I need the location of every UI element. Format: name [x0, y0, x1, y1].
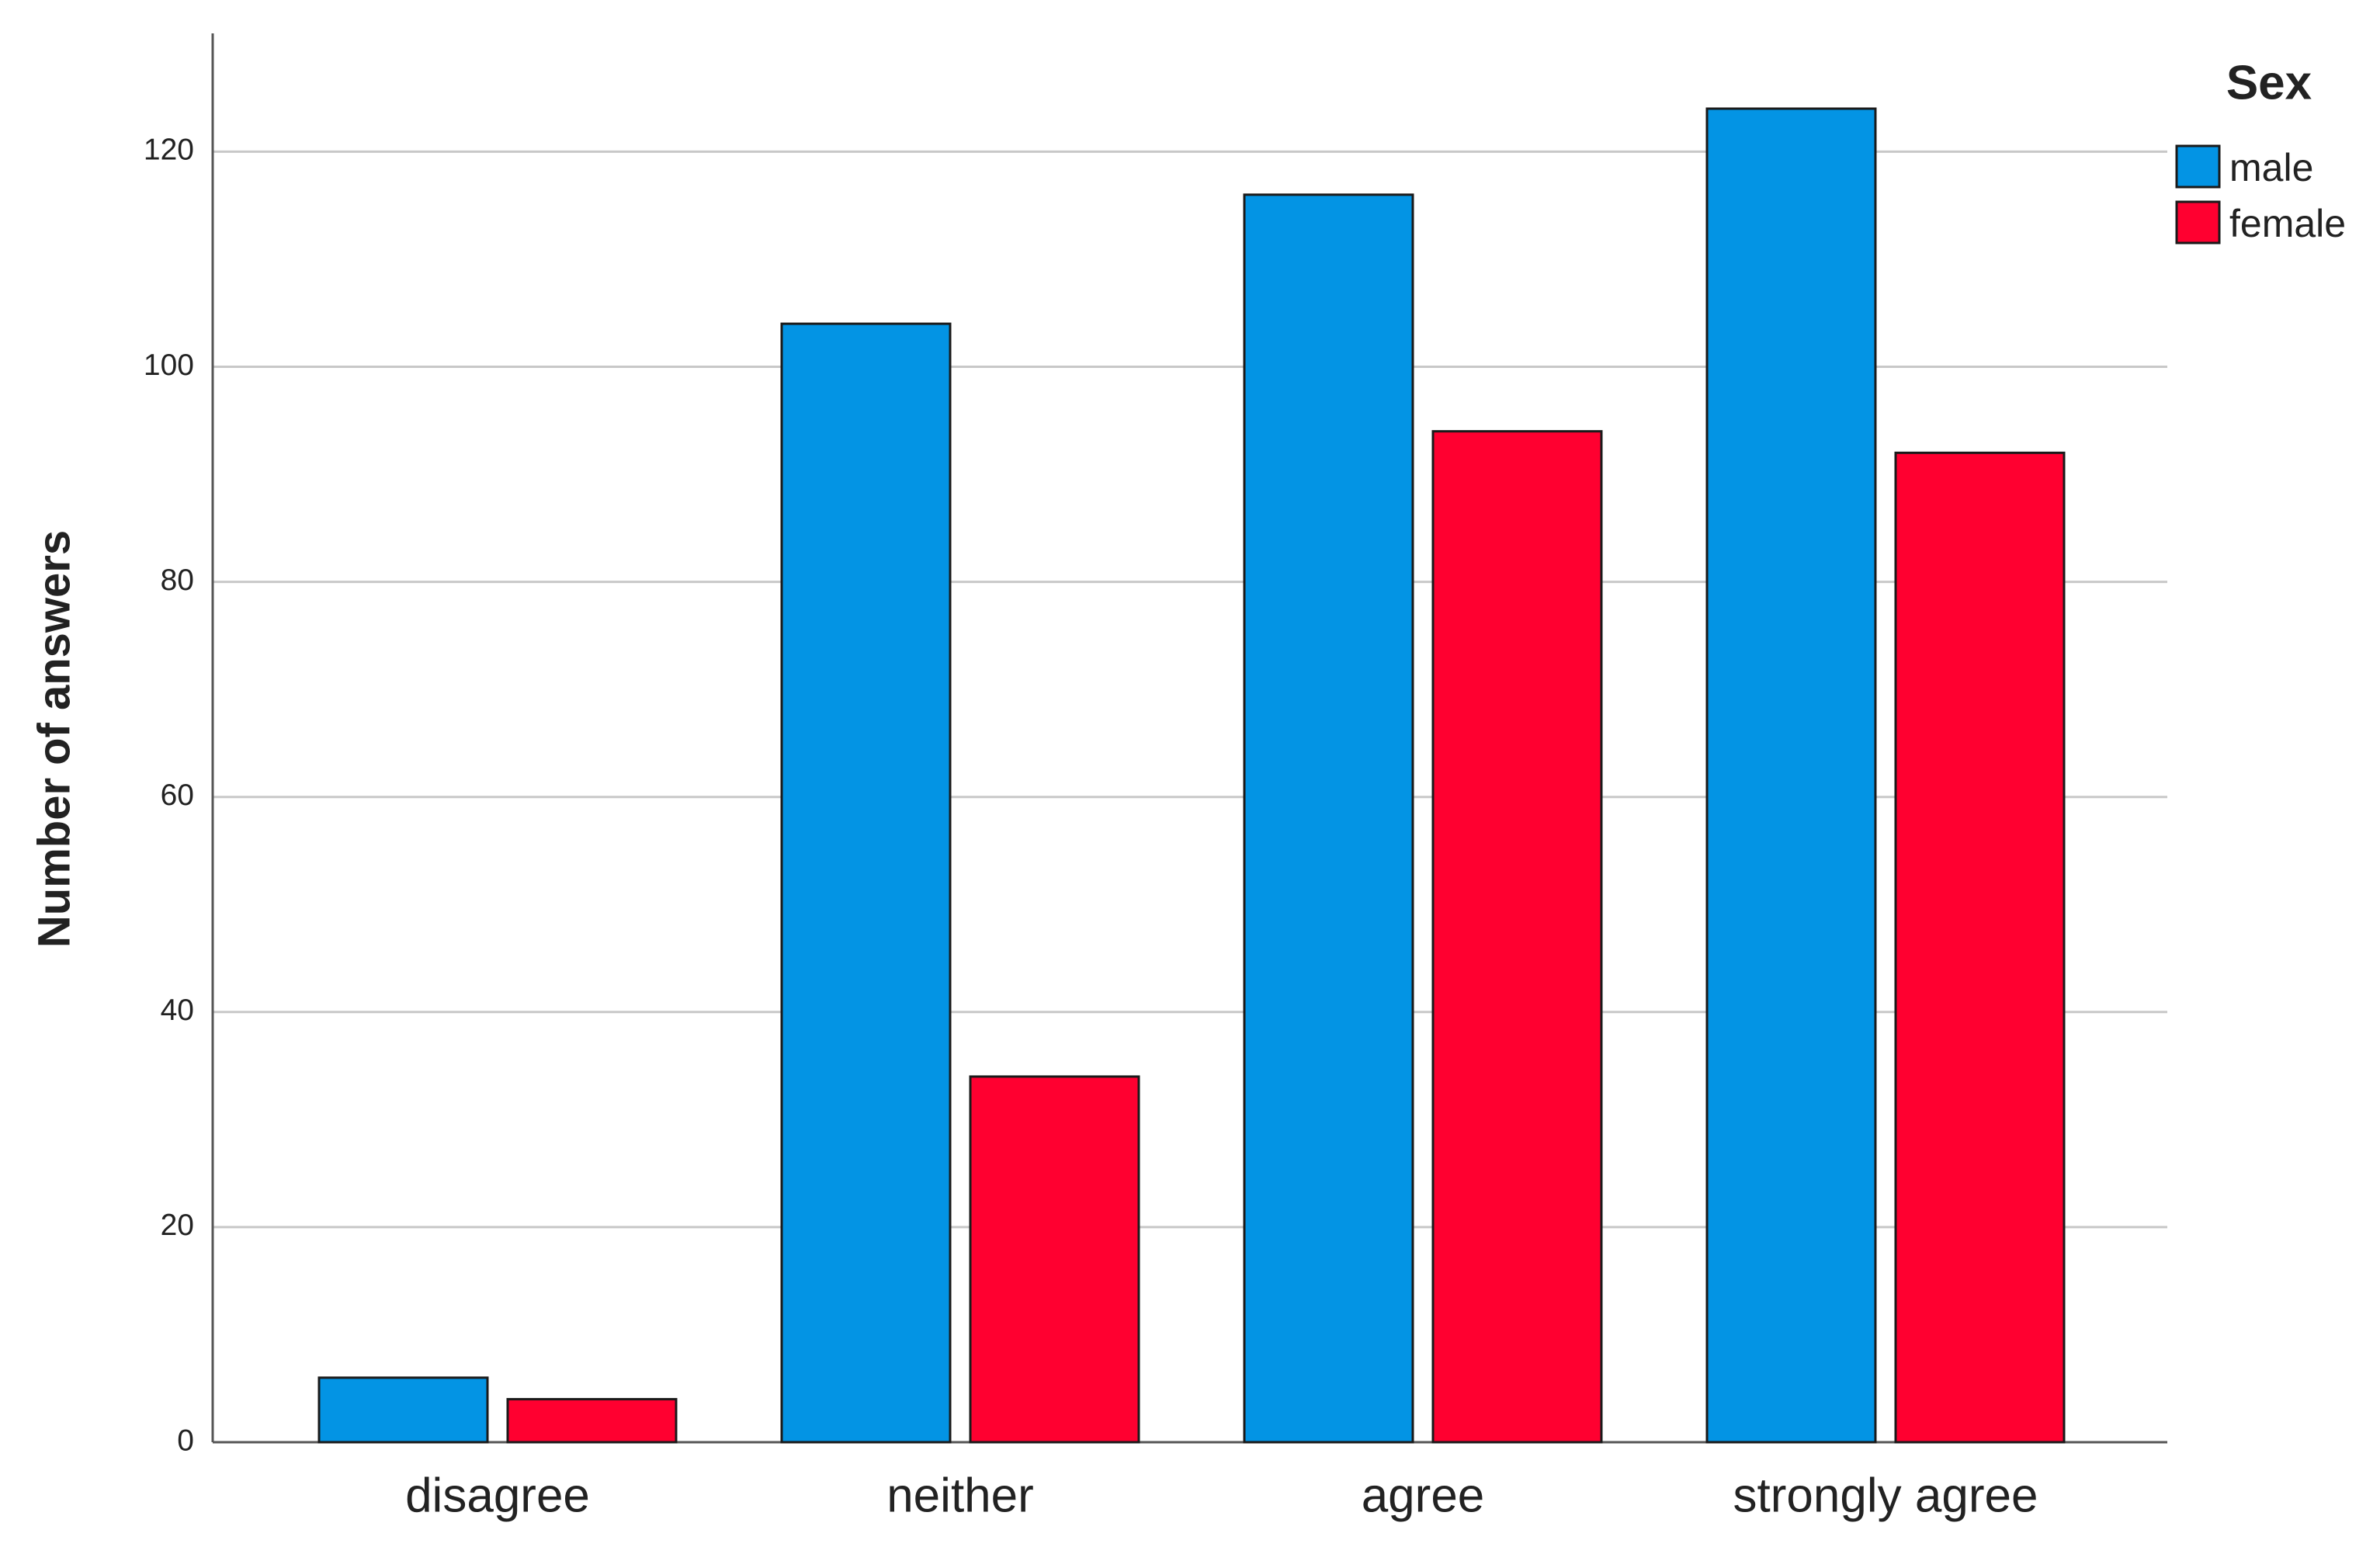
y-tick-label: 80	[161, 564, 194, 597]
y-tick-label: 40	[161, 994, 194, 1027]
bar	[1705, 107, 1877, 1444]
y-tick-label: 60	[161, 779, 194, 812]
x-tick-label: agree	[1362, 1469, 1485, 1522]
bar	[1431, 430, 1603, 1444]
bar	[780, 322, 952, 1444]
x-tick-label: disagree	[405, 1469, 590, 1522]
legend-label: female	[2229, 202, 2346, 245]
bar	[1243, 193, 1414, 1444]
bar	[1894, 451, 2066, 1444]
legend-swatch	[2175, 200, 2221, 245]
legend-swatch	[2175, 144, 2221, 189]
x-tick-label: neither	[886, 1469, 1034, 1522]
y-tick-label: 100	[144, 349, 194, 382]
legend-label: male	[2229, 146, 2313, 189]
legend-title: Sex	[2226, 56, 2312, 109]
y-axis-title: Number of answers	[29, 530, 79, 948]
y-tick-label: 120	[144, 134, 194, 167]
y-tick-label: 0	[177, 1424, 194, 1457]
bar	[317, 1376, 489, 1444]
y-tick-label: 20	[161, 1209, 194, 1242]
bar	[506, 1398, 678, 1444]
bar	[969, 1075, 1140, 1444]
x-tick-label: strongly agree	[1733, 1469, 2038, 1522]
